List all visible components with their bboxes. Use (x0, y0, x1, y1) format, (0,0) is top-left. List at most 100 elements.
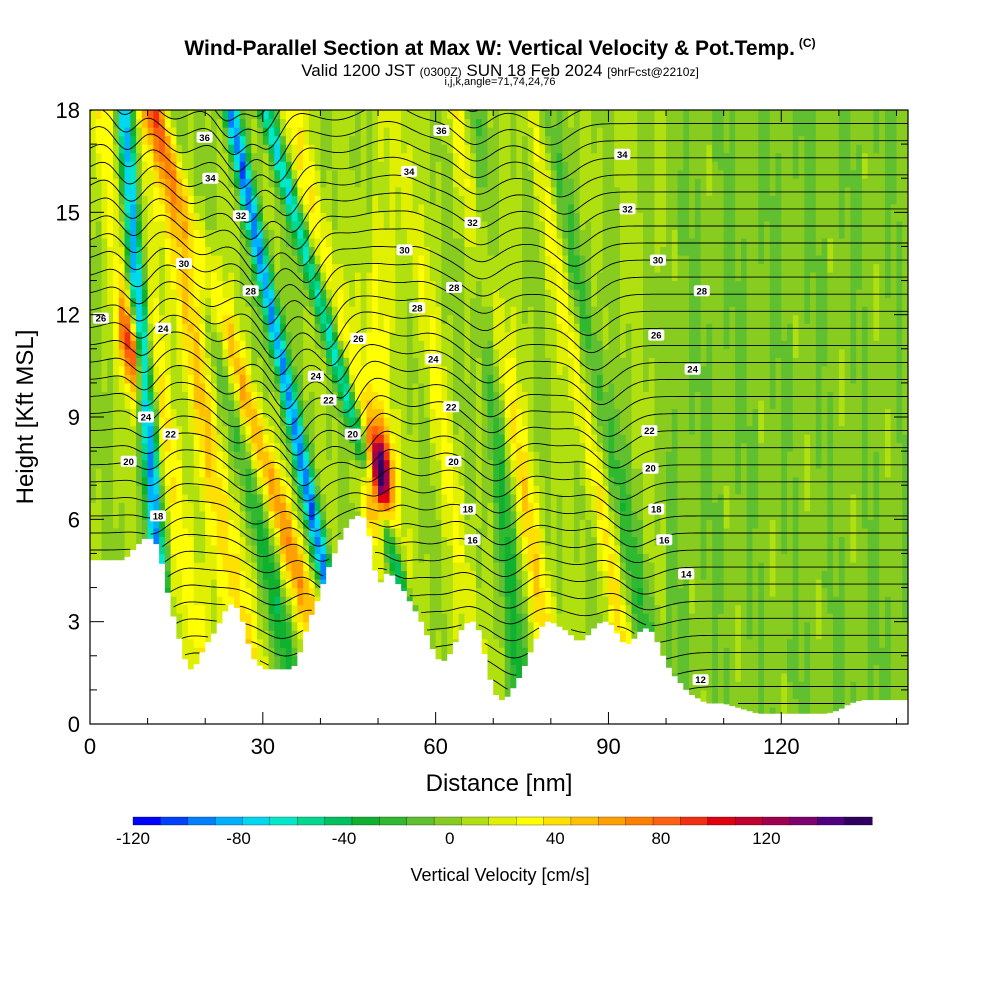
velocity-cell (297, 553, 304, 563)
velocity-cell (187, 118, 195, 128)
velocity-cell (418, 323, 425, 333)
velocity-cell (159, 178, 166, 188)
velocity-cell (354, 280, 362, 290)
velocity-cell (406, 451, 414, 461)
velocity-cell (210, 579, 218, 589)
velocity-cell (372, 306, 379, 316)
velocity-cell (130, 536, 137, 546)
velocity-cell (251, 459, 258, 469)
velocity-cell (337, 502, 345, 512)
velocity-cell (458, 323, 466, 333)
velocity-cell (193, 212, 201, 222)
velocity-cell (130, 272, 137, 282)
velocity-cell (303, 118, 310, 128)
velocity-cell (274, 289, 281, 299)
velocity-cell (470, 613, 477, 623)
velocity-cell (314, 306, 322, 316)
velocity-cell (234, 442, 241, 452)
velocity-cell (458, 425, 466, 435)
velocity-cell (349, 348, 356, 358)
velocity-cell (452, 587, 460, 597)
velocity-cell (349, 382, 356, 393)
velocity-cell (262, 152, 270, 162)
velocity-cell (257, 161, 264, 171)
velocity-cell (130, 135, 137, 145)
velocity-cell (401, 118, 408, 128)
velocity-cell (268, 220, 275, 230)
velocity-cell (124, 348, 131, 358)
velocity-cell (95, 135, 103, 145)
velocity-cell (193, 587, 201, 597)
velocity-cell (130, 161, 137, 171)
velocity-cell (337, 493, 345, 503)
velocity-cell (176, 144, 183, 154)
velocity-cell (147, 127, 154, 137)
velocity-cell (337, 135, 345, 145)
velocity-cell (124, 272, 131, 282)
velocity-cell (452, 331, 460, 341)
velocity-cell (326, 161, 333, 171)
velocity-cell (389, 408, 396, 418)
velocity-cell (418, 485, 425, 495)
velocity-cell (280, 468, 287, 478)
velocity-cell (360, 408, 368, 418)
velocity-cell (331, 510, 339, 520)
velocity-cell (372, 561, 379, 572)
velocity-cell (90, 459, 97, 469)
velocity-cell (401, 135, 408, 145)
velocity-cell (262, 331, 270, 341)
velocity-cell (210, 254, 218, 265)
velocity-cell (412, 161, 419, 171)
velocity-cell (90, 365, 97, 375)
velocity-cell (401, 399, 408, 410)
velocity-cell (285, 348, 293, 358)
velocity-cell (216, 553, 224, 563)
velocity-cell (118, 519, 126, 529)
velocity-cell (170, 340, 178, 350)
velocity-cell (303, 434, 310, 444)
velocity-cell (412, 587, 419, 597)
velocity-cell (447, 510, 454, 520)
velocity-cell (210, 399, 218, 410)
velocity-cell (285, 553, 293, 563)
velocity-cell (170, 553, 178, 563)
velocity-cell (280, 135, 287, 145)
velocity-cell (228, 118, 235, 128)
velocity-cell (366, 493, 373, 503)
velocity-cell (262, 357, 270, 367)
velocity-cell (274, 579, 281, 589)
velocity-cell (90, 161, 97, 171)
velocity-cell (95, 331, 103, 341)
velocity-cell (205, 203, 212, 213)
velocity-cell (193, 468, 201, 478)
velocity-cell (245, 237, 252, 248)
velocity-cell (383, 297, 391, 307)
velocity-cell (470, 118, 477, 128)
velocity-cell (234, 110, 241, 120)
velocity-cell (435, 178, 442, 188)
velocity-cell (458, 203, 466, 213)
velocity-cell (285, 289, 293, 299)
velocity-cell (251, 399, 258, 410)
velocity-cell (297, 425, 304, 435)
velocity-cell (452, 195, 460, 205)
velocity-cell (280, 127, 287, 137)
velocity-cell (95, 357, 103, 367)
velocity-cell (308, 331, 316, 341)
velocity-cell (124, 425, 131, 435)
velocity-cell (308, 357, 316, 367)
velocity-cell (429, 314, 437, 324)
velocity-cell (274, 459, 281, 469)
velocity-cell (268, 340, 275, 350)
velocity-cell (320, 561, 327, 572)
velocity-cell (354, 297, 362, 307)
velocity-cell (447, 638, 454, 648)
velocity-cell (153, 331, 160, 341)
velocity-cell (452, 553, 460, 563)
velocity-cell (320, 451, 327, 461)
velocity-cell (153, 254, 160, 265)
velocity-cell (418, 425, 425, 435)
velocity-cell (360, 502, 368, 512)
velocity-cell (274, 331, 281, 341)
velocity-cell (153, 459, 160, 469)
